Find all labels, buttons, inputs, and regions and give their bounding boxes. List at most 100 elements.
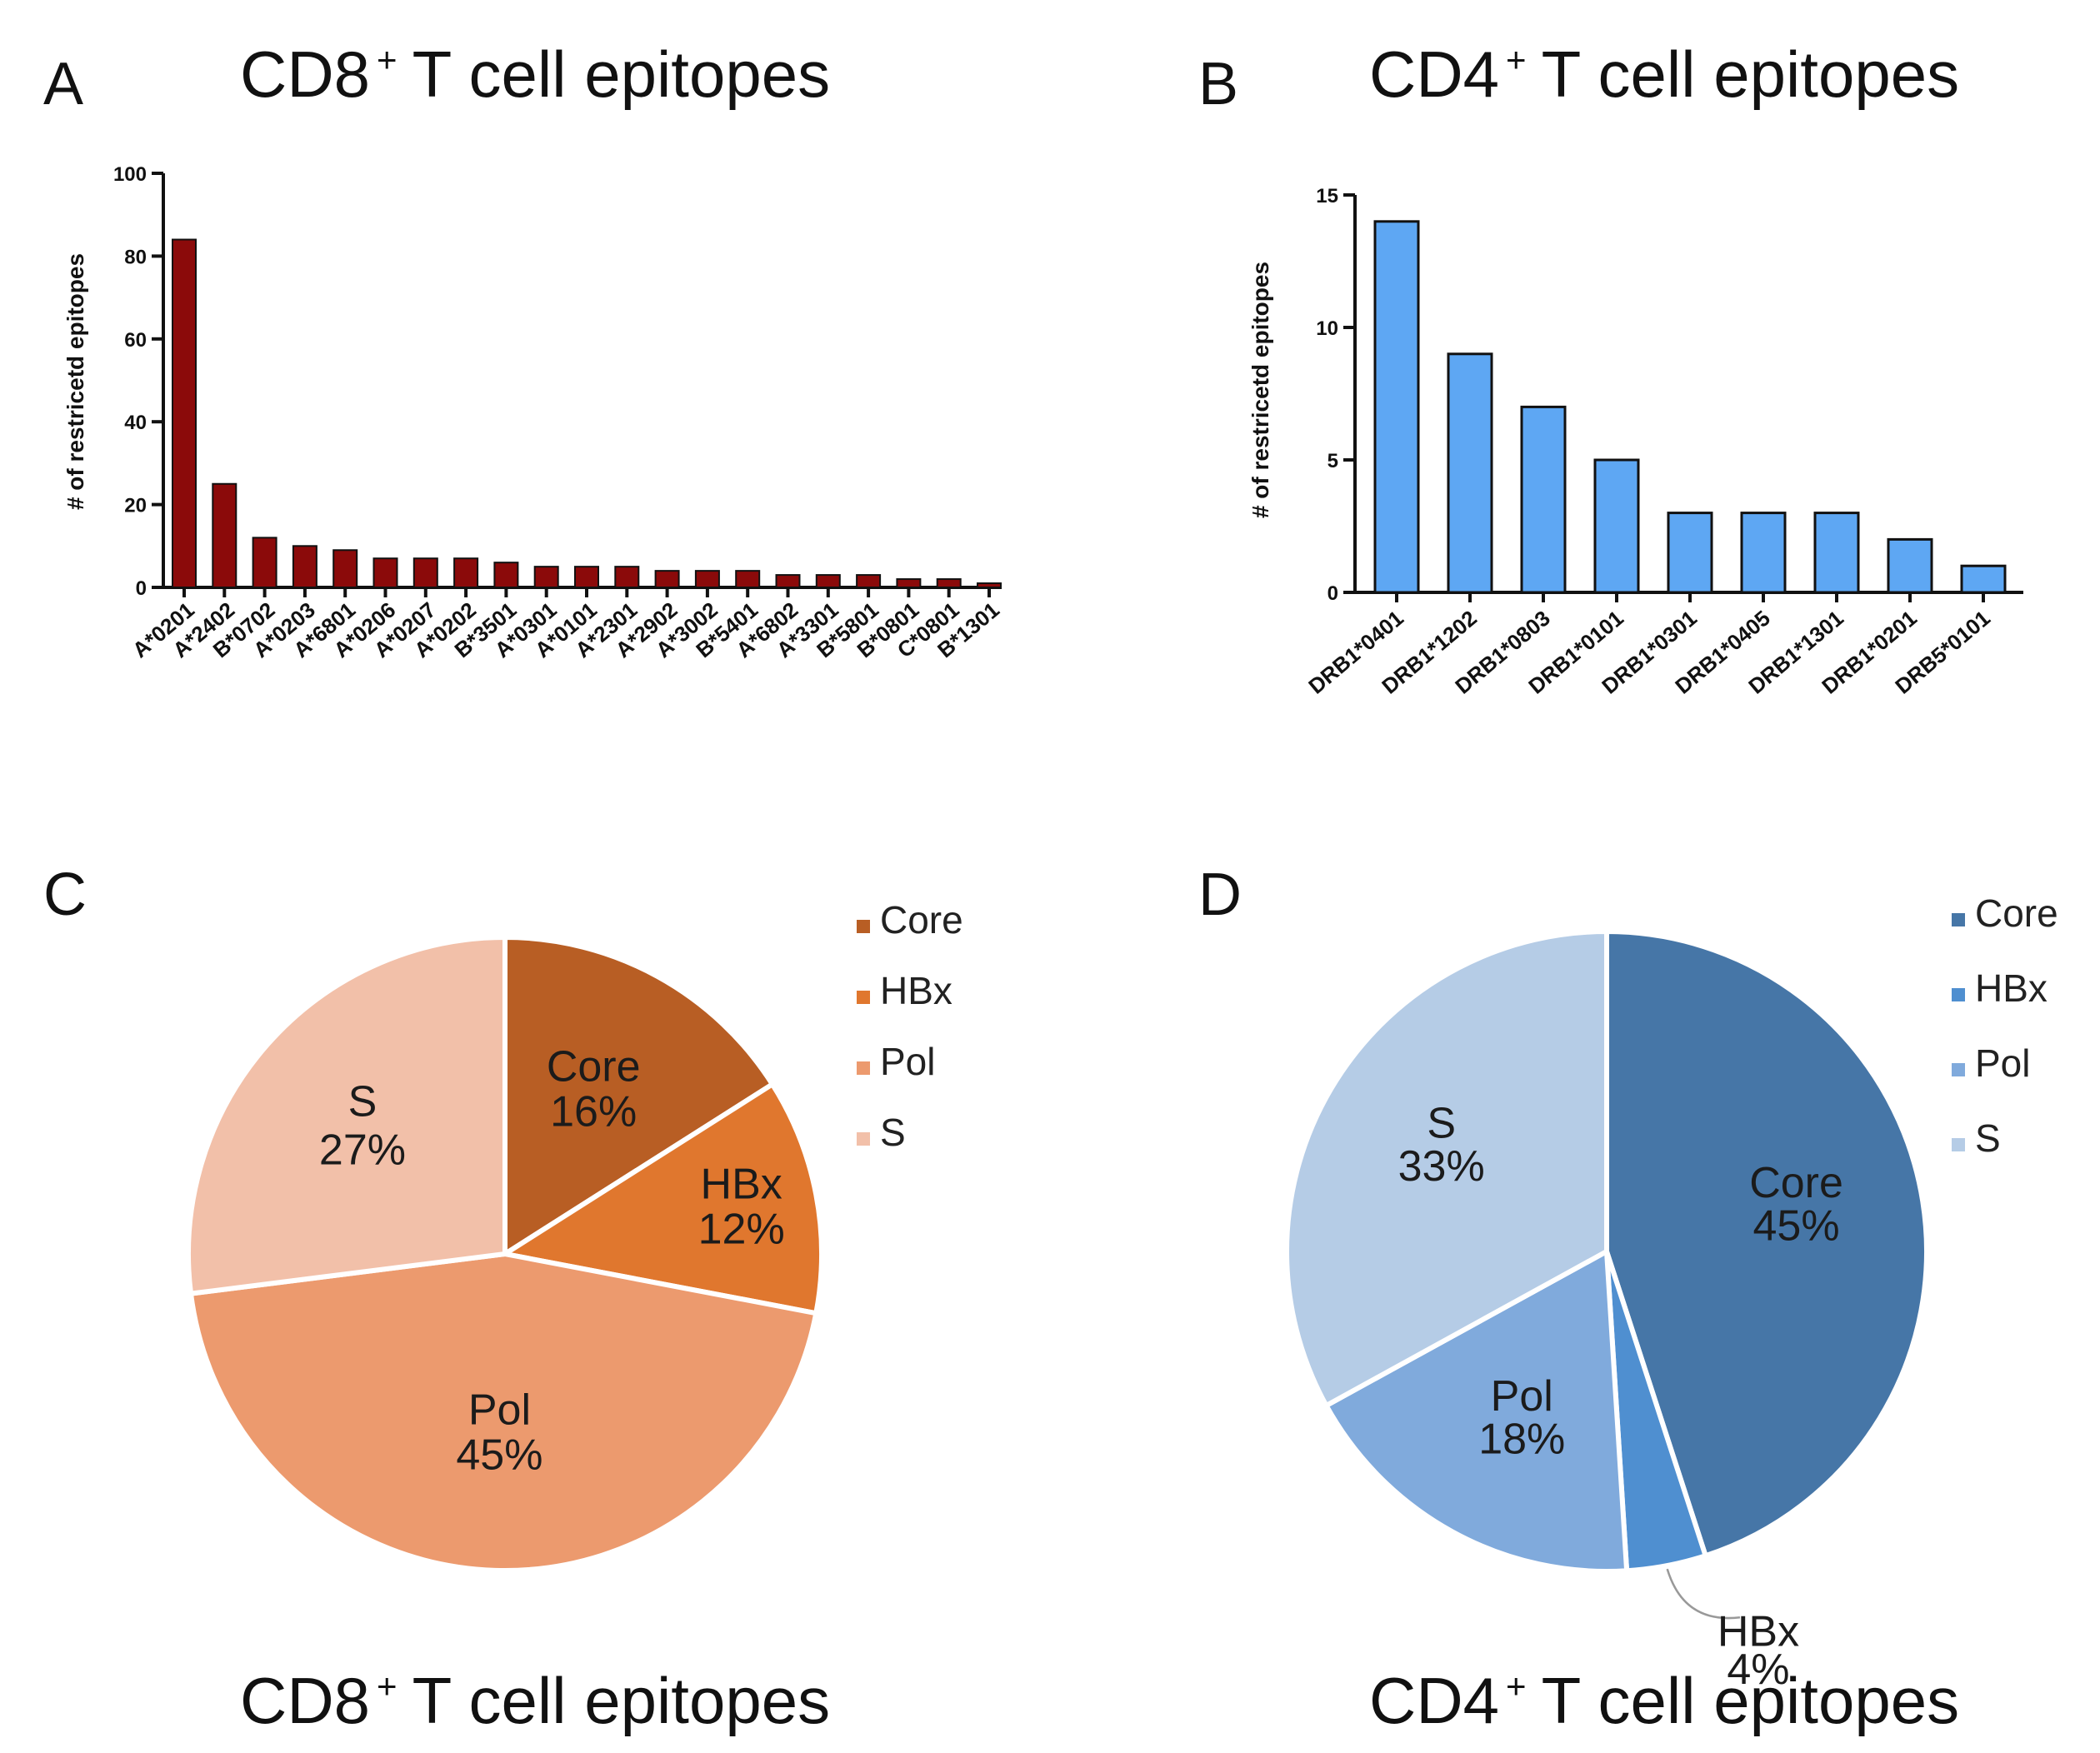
panel-a-title-rest: T cell epitopes — [412, 37, 831, 111]
panel-d-slice-pol — [1322, 1247, 1630, 1574]
panel-a-bar — [212, 482, 238, 588]
panel-a-bar — [493, 562, 519, 588]
panel-d-slice-name-hbx: HBx — [1718, 1608, 1799, 1656]
panel-a-bar — [654, 570, 680, 588]
panel-c-legend-swatch-hbx — [857, 991, 870, 1004]
panel-a-bar-chart: A CD8 + T cell epitopes # of restricetd ep… — [43, 37, 1004, 662]
panel-c-slice-percent-s: 27% — [319, 1126, 406, 1174]
panel-d-slice-name-core: Core — [1749, 1159, 1843, 1207]
panel-d-slice-name-pol: Pol — [1491, 1372, 1553, 1421]
panel-b-bar — [1667, 512, 1713, 594]
panel-b-title-sup: + — [1506, 40, 1527, 79]
panel-a-bar — [292, 545, 318, 588]
panel-d-legend-swatch-pol — [1952, 1063, 1965, 1076]
panel-d-title: CD4 + T cell epitopes — [1369, 1664, 1959, 1737]
panel-b-y-tick-label: 0 — [1328, 582, 1338, 605]
panel-c-slice-name-s: S — [348, 1078, 378, 1126]
panel-a-y-tick-label: 0 — [136, 577, 147, 600]
panel-a-plot-area: 020406080100A*0201A*2402B*0702A*0203A*68… — [113, 163, 1004, 662]
panel-c-slice-percent-pol: 45% — [456, 1431, 542, 1479]
panel-c-legend-label-pol: Pol — [880, 1040, 935, 1083]
panel-d-legend-label-core: Core — [1975, 891, 2058, 935]
panel-a-y-tick-label: 80 — [124, 246, 147, 268]
panel-b-bar — [1887, 537, 1933, 594]
panel-b-title-main: CD4 — [1369, 37, 1499, 111]
panel-a-letter: A — [43, 51, 83, 117]
panel-b-bar — [1593, 458, 1640, 594]
panel-b-bar — [1813, 512, 1860, 594]
panel-a-bar — [775, 574, 801, 589]
panel-d-callout-line — [1666, 1568, 1741, 1620]
panel-d-legend-swatch-s — [1952, 1138, 1965, 1151]
panel-d-title-rest: T cell epitopes — [1542, 1664, 1960, 1737]
panel-c-slice-hbx — [498, 1081, 824, 1316]
panel-c-title: CD8 + T cell epitopes — [240, 1664, 830, 1737]
panel-d-legend-label-pol: Pol — [1975, 1041, 2030, 1085]
panel-b-y-tick-label: 10 — [1316, 317, 1338, 340]
panel-b-y-axis-title: # of restricetd epitopes — [1248, 262, 1273, 518]
panel-c-legend-label-s: S — [880, 1111, 906, 1154]
panel-a-bar — [412, 557, 438, 589]
panel-c-legend-swatch-core — [857, 920, 870, 933]
panel-a-bar — [735, 570, 761, 588]
panel-a-bar — [977, 582, 1002, 589]
panel-a-title: CD8 + T cell epitopes — [240, 37, 830, 111]
panel-a-bar — [694, 570, 720, 588]
panel-c-legend: Core HBx Pol S — [857, 898, 963, 1154]
panel-c-slice-percent-hbx: 12% — [698, 1205, 785, 1253]
panel-d-title-sup: + — [1506, 1666, 1527, 1706]
panel-c-legend-label-hbx: HBx — [880, 969, 952, 1012]
panel-b-title: CD4 + T cell epitopes — [1369, 37, 1959, 111]
panel-c-slice-core — [502, 934, 776, 1259]
panel-c-legend-label-core: Core — [880, 898, 963, 941]
panel-d-slice-percent-hbx: 4% — [1727, 1646, 1789, 1694]
panel-c-title-main: CD8 — [240, 1664, 370, 1737]
panel-d-legend-swatch-core — [1952, 913, 1965, 926]
panel-d-slice-percent-s: 33% — [1398, 1142, 1485, 1191]
panel-a-y-axis-title: # of restricetd epitopes — [62, 253, 88, 510]
panel-a-bar — [614, 566, 640, 589]
panel-a-bar — [815, 574, 841, 589]
panel-c-title-sup: + — [377, 1666, 398, 1706]
panel-a-bar — [896, 578, 922, 588]
panel-a-bar — [453, 557, 479, 589]
panel-a-bar — [332, 549, 358, 589]
panel-d-letter: D — [1198, 862, 1242, 928]
panel-d-slice-s — [1284, 928, 1609, 1410]
panel-d-slice-name-s: S — [1427, 1100, 1456, 1148]
panel-a-y-tick-label: 40 — [124, 412, 147, 434]
panel-c-legend-swatch-s — [857, 1132, 870, 1146]
panel-b-bar — [1520, 405, 1567, 594]
panel-a-bar — [252, 537, 278, 588]
panel-b-plot-area: 051015DRB1*0401DRB1*1202DRB1*0803DRB1*01… — [1303, 185, 2023, 699]
panel-b-bar-chart: B CD4 + T cell epitopes # of restricetd ep… — [1198, 37, 2023, 699]
panel-c-slice-name-pol: Pol — [468, 1386, 531, 1435]
panel-a-bar — [172, 238, 197, 588]
panel-a-y-tick-label: 60 — [124, 329, 147, 352]
panel-b-bar — [1447, 352, 1493, 594]
panel-d-slice-percent-pol: 18% — [1478, 1416, 1565, 1464]
panel-b-bar — [1373, 220, 1420, 594]
panel-c-title-rest: T cell epitopes — [412, 1664, 831, 1737]
panel-c-letter: C — [43, 862, 87, 928]
panel-d-slice-percent-core: 45% — [1753, 1201, 1840, 1250]
panel-d-legend-label-s: S — [1975, 1116, 2001, 1160]
panel-d-legend-label-hbx: HBx — [1975, 966, 2048, 1010]
panel-b-title-rest: T cell epitopes — [1542, 37, 1960, 111]
panel-c-slice-name-core: Core — [547, 1043, 641, 1091]
panel-c-slice-s — [186, 934, 508, 1296]
panel-a-y-tick-label: 100 — [113, 163, 147, 186]
panel-b-letter: B — [1198, 51, 1238, 117]
panel-a-title-main: CD8 — [240, 37, 370, 111]
panel-a-bar — [372, 557, 398, 589]
panel-c-slice-pol — [188, 1251, 819, 1573]
panel-a-title-sup: + — [377, 40, 398, 79]
panel-c-slice-percent-core: 16% — [550, 1087, 637, 1136]
panel-d-title-main: CD4 — [1369, 1664, 1499, 1737]
panel-b-y-tick-label: 5 — [1328, 450, 1338, 472]
panel-d-slice-core — [1604, 928, 1929, 1559]
